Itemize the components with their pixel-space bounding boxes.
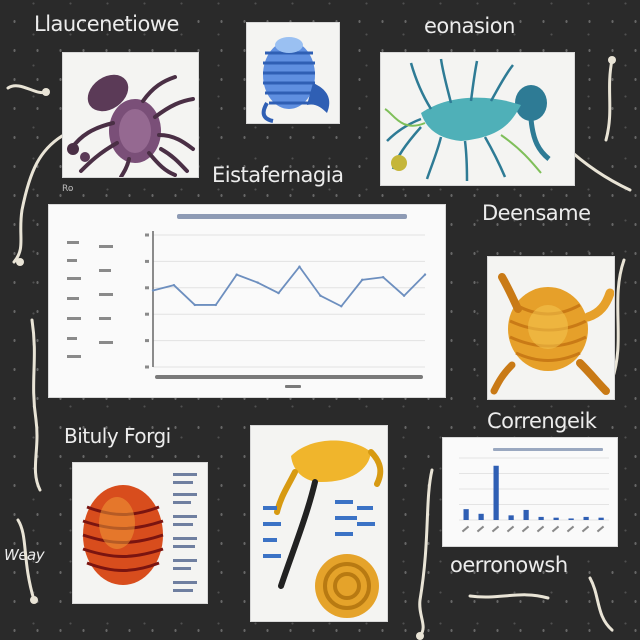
bar-chart-bar	[553, 517, 559, 520]
line-chart-point	[193, 303, 197, 307]
line-chart-y-tick	[145, 233, 149, 237]
bar-chart-x-tick	[566, 525, 575, 533]
line-chart-panel	[48, 204, 446, 398]
image-panel-purple-octopus	[62, 52, 199, 178]
line-chart-point	[172, 283, 176, 287]
yellow-creature-and-coil-illustration	[263, 440, 384, 618]
line-chart-left-legend	[67, 241, 113, 358]
line-chart-x-axis-scribble	[155, 375, 423, 388]
bar-chart-x-tick	[521, 525, 530, 533]
small-mark: Ro	[62, 184, 74, 194]
image-panel-yellow-creature	[250, 425, 388, 622]
bar-chart-bar	[538, 516, 544, 520]
image-panel-red-egg	[72, 462, 208, 604]
line-chart-point	[319, 294, 322, 297]
purple-octopus-illustration	[67, 74, 195, 177]
bar-chart-bar	[583, 516, 589, 520]
bar-chart-panel	[442, 437, 618, 547]
red-orange-ribbed-egg-illustration	[82, 485, 164, 585]
bar-chart-bar	[493, 465, 499, 520]
line-chart-point	[235, 273, 238, 276]
bar-chart-x-tick	[581, 525, 590, 533]
bar-chart-x-tick	[461, 525, 470, 533]
line-chart-point	[256, 281, 259, 284]
image-panel-orange-creature	[487, 256, 615, 400]
line-chart-point	[361, 278, 364, 282]
image-panel-teal-creature	[380, 52, 575, 186]
bar-chart-bar	[523, 509, 529, 520]
line-chart-point	[423, 273, 427, 276]
label-right-lower: Correngeik	[487, 409, 597, 433]
teal-tentacled-creature-illustration	[384, 58, 551, 182]
bar-chart-bar	[463, 509, 469, 520]
line-chart-y-tick	[145, 339, 149, 343]
label-bottom-right: oerronowsh	[450, 553, 568, 577]
line-chart-y-tick	[145, 286, 149, 290]
bar-chart-title-scribble	[493, 448, 603, 451]
egg-side-barcodes	[173, 473, 197, 592]
label-right-middle: Deensame	[482, 201, 591, 225]
bar-chart-x-tick	[596, 525, 605, 533]
bar-chart-x-tick	[536, 525, 545, 533]
bar-chart-x-tick	[491, 525, 500, 533]
image-panel-blue-creature	[246, 22, 340, 124]
bar-chart-bar	[568, 518, 574, 520]
label-top-left: Llaucenetiowe	[34, 12, 179, 36]
orange-shell-creature-illustration	[490, 273, 614, 395]
line-chart-point	[340, 305, 343, 308]
line-chart-y-tick	[145, 312, 149, 316]
line-chart-title-scribble	[177, 214, 407, 219]
line-chart-point	[298, 265, 301, 268]
line-chart-point	[402, 294, 406, 297]
label-bottom-left: Weay	[4, 546, 45, 564]
label-top-right: eonasion	[424, 14, 515, 38]
line-chart-point	[381, 276, 385, 279]
label-middle: Eistafernagia	[212, 163, 344, 187]
line-chart-y-tick	[145, 259, 149, 263]
bar-chart-bar	[478, 513, 484, 520]
line-chart-point	[151, 289, 155, 292]
line-chart-series-line	[152, 265, 426, 308]
blue-ribbed-creature-illustration	[261, 37, 330, 123]
bar-chart-x-tick	[506, 525, 515, 533]
line-chart	[67, 214, 427, 388]
line-chart-y-tick	[145, 365, 149, 369]
bar-chart-bar	[598, 517, 604, 520]
line-chart-point	[277, 291, 280, 295]
line-chart-point	[214, 303, 217, 307]
label-left-lower: Bituly Forgi	[64, 424, 171, 448]
bar-chart	[459, 448, 609, 533]
bar-chart-bar	[508, 515, 514, 520]
bar-chart-x-tick	[551, 525, 560, 533]
bar-chart-x-tick	[476, 525, 485, 533]
